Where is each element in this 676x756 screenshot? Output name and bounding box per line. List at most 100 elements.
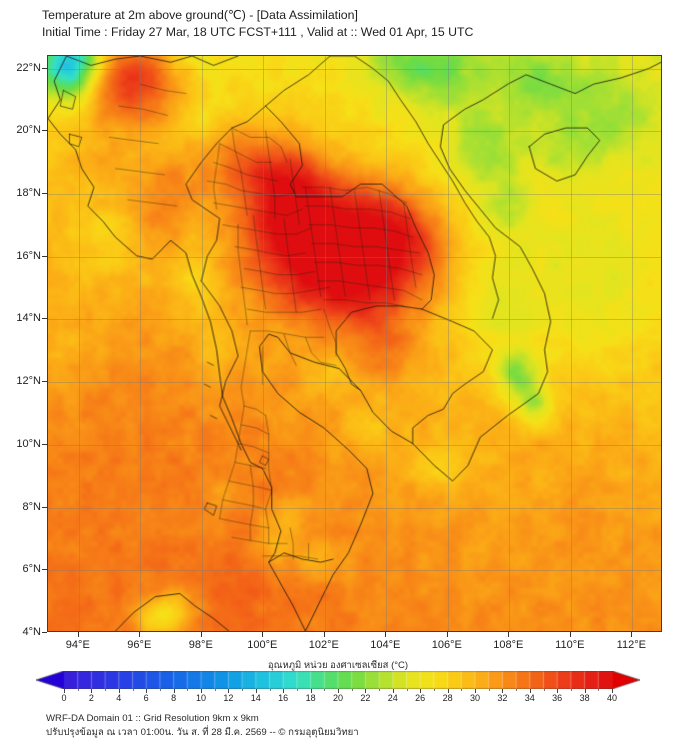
axis-layer: 4°N 6°N 8°N 10°N 12°N 14°N 16°N 18°N 20°N 22°N 94… [16,55,662,652]
colorbar-tick-minor [570,689,572,691]
longitude-tick-mark [139,632,141,637]
colorbar-tick-minor [379,689,381,691]
colorbar-tick-minor [516,689,518,691]
latitude-tick-mark [42,255,47,257]
latitude-tick-mark [42,381,47,383]
longitude-tick-mark [631,632,633,637]
colorbar-tick-major [283,689,285,693]
colorbar-title: อุณหภูมิ หน่วย องศาเซลเซียส (°C) [267,660,409,671]
temperature-map-figure: 4°N 6°N 8°N 10°N 12°N 14°N 16°N 18°N 20°N 22°N 94… [16,55,662,652]
colorbar-tick-major [173,689,175,693]
colorbar-tick-minor [132,689,134,691]
colorbar-tick-major [584,689,586,693]
longitude-tick-label: 102°E [308,639,339,651]
colorbar-tick-minor [461,689,463,691]
longitude-tick-label: 96°E [127,639,152,651]
colorbar-tick-minor [406,689,408,691]
latitude-tick-label: 6°N [22,563,41,576]
longitude-tick-label: 110°E [555,639,585,651]
longitude-tick-label: 112°E [616,639,646,651]
colorbar-tick-minor [269,689,271,691]
longitude-tick-label: 100°E [247,639,278,651]
colorbar-tick-major [118,689,120,693]
colorbar-tick-label: 20 [332,693,344,703]
colorbar-tick-minor [543,689,545,691]
latitude-tick-mark [42,506,47,508]
colorbar-tick-major [201,689,202,693]
colorbar-tick-label: 10 [195,693,207,703]
latitude-tick-mark [42,193,47,194]
colorbar-tick-major [310,689,312,693]
colorbar-tick-minor [296,689,298,691]
footer-model-info: WRF-DA Domain 01 :: Grid Resolution 9km … [46,713,259,724]
colorbar-tick-label: 22 [360,693,371,703]
colorbar-tick-major [612,689,613,693]
latitude-tick-label: 4°N [22,626,41,638]
colorbar-tick-major [502,689,504,693]
page-title: Temperature at 2m above ground(℃) - [Dat… [42,8,358,22]
colorbar-tick-label: 6 [143,693,149,703]
colorbar-tick-label: 8 [171,693,177,703]
colorbar-tick-minor [324,689,326,691]
colorbar-tick-major [420,689,422,693]
colorbar-tick-minor [159,689,161,691]
colorbar-tick-major [338,689,339,693]
colorbar-tick-label: 26 [415,693,426,703]
chart-subtitle: Initial Time : Friday 27 Mar, 18 UTC FCS… [42,25,474,39]
longitude-tick-mark [200,632,202,637]
latitude-tick-mark [42,632,47,633]
colorbar-tick-major [228,689,230,693]
colorbar-tick-major [392,689,394,693]
colorbar-tick-label: 2 [88,693,94,703]
colorbar-tick-minor [351,689,353,691]
latitude-tick-label: 14°N [16,312,41,325]
colorbar: อุณหภูมิ หน่วย องศาเซลเซียส (°C) 0 2 4 6 8 10… [0,658,676,706]
latitude-tick-label: 18°N [16,187,41,199]
colorbar-tick-label: 28 [442,693,453,703]
colorbar-tick-major [529,689,531,693]
longitude-tick-mark [385,632,387,637]
colorbar-gradient [36,671,640,689]
colorbar-tick-major [255,689,257,693]
colorbar-tick-minor [187,689,189,691]
longitude-tick-mark [323,632,325,637]
colorbar-tick-label: 14 [250,693,261,703]
colorbar-tick-label: 16 [278,693,289,703]
latitude-tick-mark [42,130,47,132]
footer-credit: ปรับปรุงข้อมูล ณ เวลา 01:00น. วัน ส. ที่… [46,727,359,738]
colorbar-tick-label: 30 [469,693,481,703]
footer-block: WRF-DA Domain 01 :: Grid Resolution 9km … [46,712,646,740]
colorbar-tick-label: 4 [116,693,122,703]
colorbar-tick-major [146,689,148,693]
colorbar-ticks: 0 2 4 6 8 10 12 14 16 18 20 22 24 26 28 30 32 34 36 38 40 [36,689,640,705]
latitude-tick-label: 22°N [16,61,41,74]
colorbar-tick-major [557,689,559,693]
latitude-tick-mark [42,569,47,571]
colorbar-tick-label: 12 [223,693,234,703]
latitude-tick-label: 10°N [16,437,41,450]
colorbar-tick-label: 0 [61,693,67,703]
longitude-tick-label: 106°E [431,639,462,651]
colorbar-tick-major [447,689,449,693]
colorbar-tick-label: 18 [305,693,316,703]
longitude-tick-mark [77,632,79,637]
colorbar-tick-major [64,689,65,693]
colorbar-tick-label: 36 [552,693,563,703]
longitude-tick-mark [569,632,571,637]
colorbar-tick-minor [598,689,600,691]
colorbar-tick-minor [105,689,107,691]
longitude-tick-mark [262,632,264,637]
latitude-tick-label: 20°N [16,124,41,137]
colorbar-tick-label: 34 [524,693,535,703]
colorbar-tick-minor [214,689,216,691]
colorbar-tick-minor [433,689,435,691]
colorbar-tick-label: 24 [387,693,398,703]
chart-title-block: Temperature at 2m above ground(℃) - [Dat… [42,7,662,41]
longitude-tick-mark [446,632,448,637]
longitude-tick-label: 104°E [370,639,401,651]
colorbar-tick-label: 32 [497,693,508,703]
latitude-tick-mark [42,318,47,320]
temperature-heatmap-canvas [48,56,661,631]
colorbar-tick-minor [77,689,79,691]
latitude-tick-label: 12°N [16,375,41,388]
